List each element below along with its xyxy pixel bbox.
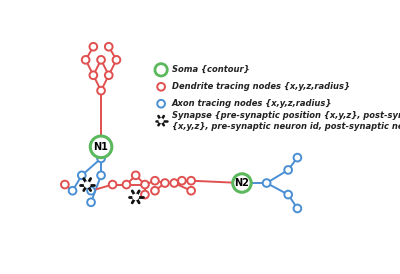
- Text: N1: N1: [94, 142, 108, 152]
- Circle shape: [161, 179, 169, 187]
- Circle shape: [151, 187, 159, 195]
- Circle shape: [141, 191, 149, 198]
- Circle shape: [133, 194, 138, 199]
- Circle shape: [187, 177, 195, 185]
- Circle shape: [90, 43, 97, 51]
- Text: Soma {contour}: Soma {contour}: [172, 65, 250, 74]
- Circle shape: [82, 56, 90, 64]
- Circle shape: [157, 83, 165, 91]
- Circle shape: [97, 87, 105, 95]
- Circle shape: [263, 179, 270, 187]
- Circle shape: [170, 179, 178, 187]
- Circle shape: [105, 43, 113, 51]
- Circle shape: [178, 177, 186, 185]
- Circle shape: [97, 155, 105, 162]
- Circle shape: [90, 136, 112, 158]
- Circle shape: [87, 198, 95, 206]
- Circle shape: [159, 119, 163, 122]
- Circle shape: [151, 177, 159, 185]
- Circle shape: [69, 187, 76, 195]
- Text: Axon tracing nodes {x,y,z,radius}: Axon tracing nodes {x,y,z,radius}: [172, 99, 332, 108]
- Circle shape: [141, 181, 149, 189]
- Text: Synapse {pre-synaptic position {x,y,z}, post-synaptic position
{x,y,z}, pre-syna: Synapse {pre-synaptic position {x,y,z}, …: [172, 111, 400, 131]
- Circle shape: [123, 181, 130, 189]
- Circle shape: [109, 181, 116, 189]
- Circle shape: [87, 187, 95, 195]
- Circle shape: [105, 72, 113, 79]
- Circle shape: [284, 191, 292, 198]
- Circle shape: [294, 205, 301, 212]
- Circle shape: [113, 56, 120, 64]
- Circle shape: [61, 181, 69, 189]
- Circle shape: [97, 172, 105, 179]
- Circle shape: [90, 72, 97, 79]
- Text: N2: N2: [234, 178, 249, 188]
- Circle shape: [284, 166, 292, 174]
- Circle shape: [294, 154, 301, 161]
- Circle shape: [233, 174, 251, 192]
- Circle shape: [84, 182, 90, 187]
- Circle shape: [187, 187, 195, 195]
- Circle shape: [157, 100, 165, 108]
- Circle shape: [78, 172, 86, 179]
- Circle shape: [155, 64, 167, 76]
- Circle shape: [97, 56, 105, 64]
- Circle shape: [132, 172, 140, 179]
- Text: Dendrite tracing nodes {x,y,z,radius}: Dendrite tracing nodes {x,y,z,radius}: [172, 82, 350, 91]
